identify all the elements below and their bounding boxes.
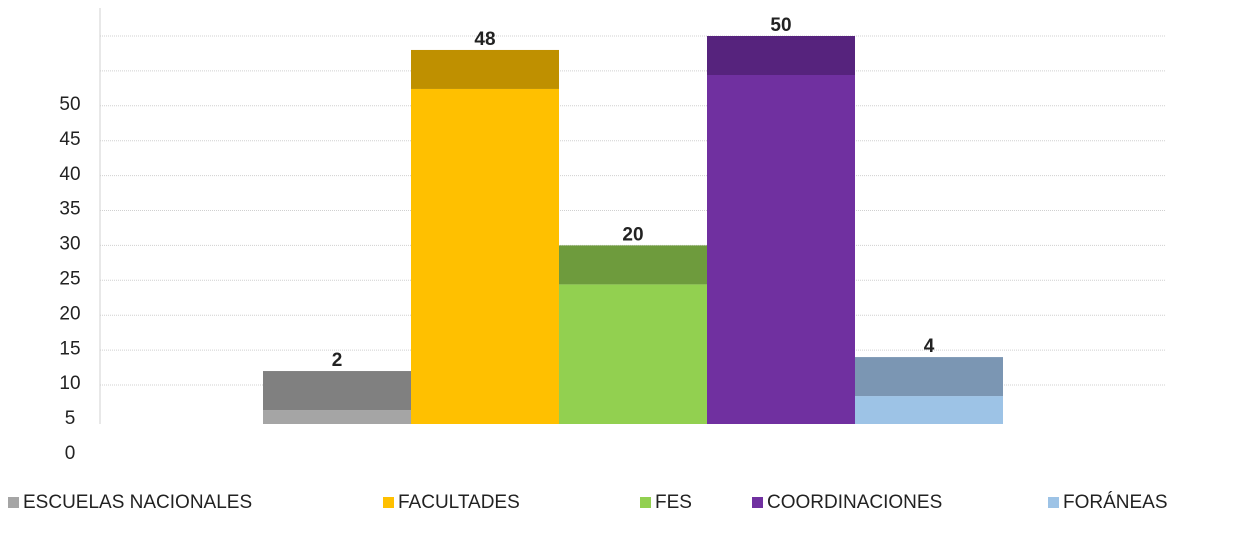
y-tick-label: 35 bbox=[59, 199, 80, 220]
legend-swatch bbox=[1048, 497, 1059, 508]
y-tick-label: 5 bbox=[65, 408, 76, 429]
y-tick-label: 20 bbox=[59, 303, 80, 324]
legend-label: COORDINACIONES bbox=[767, 492, 942, 513]
bar bbox=[559, 284, 707, 424]
y-tick-label: 40 bbox=[59, 164, 80, 185]
y-tick-label: 15 bbox=[59, 338, 80, 359]
y-tick-label: 30 bbox=[59, 234, 80, 255]
y-tick-label: 50 bbox=[59, 94, 80, 115]
bar bbox=[707, 75, 855, 424]
y-tick-label: 0 bbox=[65, 443, 76, 464]
legend-label: FES bbox=[655, 492, 692, 513]
value-label: 4 bbox=[924, 336, 935, 357]
y-tick-label: 45 bbox=[59, 129, 80, 150]
bar-top bbox=[411, 49, 559, 89]
legend-label: FORÁNEAS bbox=[1063, 492, 1168, 513]
value-label: 2 bbox=[332, 350, 343, 371]
legend-swatch bbox=[752, 497, 763, 508]
value-label: 50 bbox=[770, 15, 791, 36]
legend-swatch bbox=[8, 497, 19, 508]
bar-top bbox=[263, 371, 411, 411]
legend-label: FACULTADES bbox=[398, 492, 520, 513]
y-tick-label: 10 bbox=[59, 373, 80, 394]
bar bbox=[411, 88, 559, 425]
legend-label: ESCUELAS NACIONALES bbox=[23, 492, 252, 513]
bar-top bbox=[855, 357, 1003, 397]
y-tick-label: 25 bbox=[59, 269, 80, 290]
bar-top bbox=[707, 36, 855, 75]
legend-swatch bbox=[640, 497, 651, 508]
legend-swatch bbox=[383, 497, 394, 508]
bar bbox=[263, 410, 411, 424]
value-label: 48 bbox=[474, 29, 495, 50]
bar-top bbox=[559, 245, 707, 285]
value-label: 20 bbox=[622, 224, 643, 245]
bar bbox=[855, 396, 1003, 424]
